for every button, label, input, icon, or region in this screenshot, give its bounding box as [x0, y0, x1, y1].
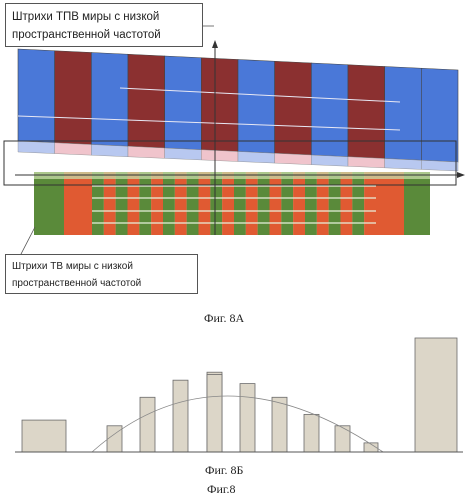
envelope-curve	[91, 395, 384, 453]
tv-wide-bar	[404, 172, 430, 235]
caption-fig-8: Фиг.8	[207, 482, 236, 496]
tpv-scan-line	[17, 115, 401, 131]
tv-fine-bar	[340, 172, 353, 235]
bar-histogram	[21, 337, 458, 453]
tpv-stripe	[347, 64, 385, 159]
histogram-bar	[172, 379, 189, 453]
tpv-stripe-faded	[91, 144, 129, 157]
tv-fine-bar	[281, 172, 294, 235]
tv-fine-bar	[151, 172, 163, 235]
tv-fine-bar	[245, 172, 258, 235]
histogram-bar	[139, 396, 156, 453]
tpv-scan-line	[119, 87, 401, 103]
histogram-bar	[334, 425, 351, 453]
tpv-stripe-faded	[54, 142, 92, 156]
tpv-stripe-faded	[201, 149, 239, 162]
tv-fine-bar	[198, 172, 211, 235]
tpv-stripe	[311, 62, 349, 158]
tv-fine-bar	[234, 172, 246, 235]
histogram-bar	[271, 396, 288, 453]
tv-callout-text: Штрихи ТВ миры с низкой пространственной…	[12, 261, 142, 289]
tpv-stripe-faded	[164, 147, 202, 161]
tv-fine-bar	[139, 172, 152, 235]
tv-wide-bar	[34, 172, 64, 235]
tv-fine-bar	[103, 172, 116, 235]
tpv-stripe	[17, 48, 55, 144]
tv-wide-bar	[376, 172, 404, 235]
histogram-bar	[303, 413, 320, 453]
tv-fine-bar	[222, 172, 234, 235]
tv-stripe-pattern	[34, 172, 430, 235]
tv-fine-bar	[328, 172, 341, 235]
tv-fine-bar	[186, 172, 199, 235]
tv-fine-bar	[257, 172, 270, 235]
tpv-stripe-pattern	[17, 48, 459, 172]
tv-fine-bar	[92, 172, 104, 235]
tv-fine-bar	[293, 172, 305, 235]
tv-wide-bar	[64, 172, 92, 235]
tpv-stripe-faded	[421, 160, 459, 172]
histogram-bar	[414, 337, 458, 453]
tv-callout: Штрихи ТВ миры с низкой пространственной…	[5, 254, 198, 294]
vertical-axis-arrow-icon	[212, 40, 218, 48]
tpv-stripe	[421, 67, 459, 163]
tpv-stripe	[384, 66, 422, 161]
tpv-stripe-faded	[17, 140, 55, 154]
tv-fine-bar	[364, 172, 376, 235]
histogram-bar	[239, 383, 256, 453]
tpv-stripe-faded	[237, 151, 275, 164]
histogram-bar	[206, 374, 223, 453]
tpv-callout-text: Штрихи ТПВ миры с низкой пространственно…	[12, 11, 161, 41]
tpv-stripe	[127, 53, 165, 149]
tv-fine-bar	[269, 172, 282, 235]
caption-fig-8a: Фиг. 8А	[204, 311, 245, 325]
tpv-stripe-faded	[274, 153, 312, 165]
histogram-bar	[21, 419, 67, 453]
tpv-stripe	[201, 57, 239, 152]
tv-fine-bar	[163, 172, 175, 235]
tpv-stripe	[164, 55, 202, 151]
tpv-stripe	[91, 52, 129, 147]
tpv-stripe-faded	[311, 154, 349, 167]
tpv-stripe-faded	[384, 158, 422, 170]
tv-fine-bar	[316, 172, 329, 235]
tv-fine-bar	[210, 172, 223, 235]
histogram-bar	[106, 425, 123, 453]
tv-fine-bar	[115, 172, 128, 235]
tv-fine-bar	[305, 172, 317, 235]
tpv-stripe-faded	[127, 146, 165, 159]
highlight-frame	[3, 140, 457, 186]
tv-fine-bar	[127, 172, 140, 235]
tv-fine-bar	[174, 172, 187, 235]
tv-fine-bar	[352, 172, 365, 235]
tpv-stripe	[54, 50, 92, 145]
tpv-callout: Штрихи ТПВ миры с низкой пространственно…	[5, 3, 203, 47]
tpv-stripe	[237, 59, 275, 154]
bottom-callout-leader	[19, 226, 36, 257]
horizontal-axis-arrow-icon	[457, 172, 465, 178]
tpv-stripe-faded	[347, 156, 385, 169]
caption-fig-8b: Фиг. 8Б	[205, 463, 244, 477]
